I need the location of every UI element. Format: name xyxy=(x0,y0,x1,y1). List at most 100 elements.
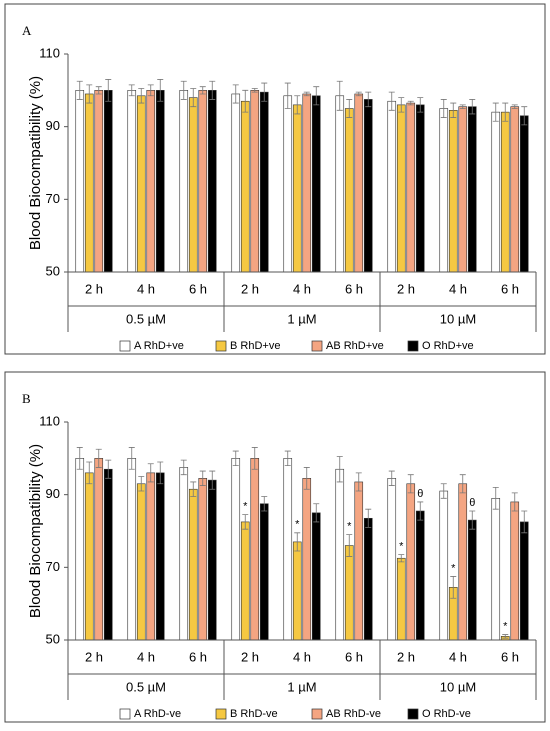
x-tick-label: 2 h xyxy=(85,649,103,664)
x-tick-label: 2 h xyxy=(85,281,103,296)
bar xyxy=(519,115,529,273)
bar xyxy=(103,468,113,641)
error-bar xyxy=(407,474,414,494)
bar xyxy=(207,90,217,273)
bar xyxy=(467,519,477,641)
bar xyxy=(259,503,269,641)
error-bar xyxy=(450,576,457,599)
error-bar xyxy=(346,534,353,557)
error-bar xyxy=(232,84,239,104)
bar xyxy=(84,93,94,273)
error-bar xyxy=(417,97,424,113)
bar xyxy=(500,111,510,273)
error-bar xyxy=(86,461,93,485)
x-tick-label: 2 h xyxy=(241,281,259,296)
bar xyxy=(103,90,113,273)
bar xyxy=(491,111,501,273)
error-bar xyxy=(261,496,268,512)
legend-swatch xyxy=(215,708,227,720)
bar xyxy=(179,467,189,641)
legend-swatch xyxy=(119,340,131,352)
bar xyxy=(519,521,529,641)
error-bar xyxy=(336,80,343,111)
bar xyxy=(146,472,156,641)
error-bar xyxy=(95,86,102,95)
significance-mark: θ xyxy=(469,497,475,509)
error-bar xyxy=(284,82,291,109)
bar xyxy=(363,99,373,273)
bar xyxy=(259,91,269,273)
x-tick-label: 2 h xyxy=(241,649,259,664)
bar xyxy=(311,512,321,641)
significance-mark: * xyxy=(503,620,508,632)
x-tick-label: 4 h xyxy=(449,649,467,664)
error-bar xyxy=(511,104,518,109)
error-bar xyxy=(209,470,216,490)
legend-swatch xyxy=(119,708,131,720)
y-axis-label: Blood Biocompatibility (%) xyxy=(27,444,44,618)
legend-label: A RhD+ve xyxy=(134,340,184,352)
error-bar xyxy=(511,492,518,512)
bar xyxy=(188,97,198,273)
error-bar xyxy=(138,88,145,104)
significance-mark: θ xyxy=(417,488,423,500)
group-label: 10 µM xyxy=(440,679,476,694)
bar xyxy=(127,90,137,273)
legend-swatch xyxy=(215,340,227,352)
error-bar xyxy=(365,508,372,528)
bar xyxy=(406,483,416,641)
x-tick-label: 6 h xyxy=(345,649,363,664)
bar xyxy=(396,557,406,641)
error-bar xyxy=(284,450,291,466)
y-tick-label: 110 xyxy=(39,413,60,428)
error-bar xyxy=(251,447,258,470)
error-bar xyxy=(303,467,310,490)
bar xyxy=(75,90,85,273)
y-tick-label: 90 xyxy=(46,118,60,133)
x-tick-label: 6 h xyxy=(189,649,207,664)
significance-mark: * xyxy=(243,501,248,513)
bar xyxy=(240,521,250,641)
error-bar xyxy=(76,80,83,100)
legend-label: AB RhD+ve xyxy=(326,340,384,352)
error-bar xyxy=(157,79,164,102)
error-bar xyxy=(313,503,320,523)
bar xyxy=(127,458,137,641)
bar xyxy=(283,458,293,641)
bar xyxy=(406,102,416,273)
bar xyxy=(396,104,406,273)
bar xyxy=(335,468,345,641)
x-tick-label: 4 h xyxy=(137,649,155,664)
x-tick-label: 4 h xyxy=(293,281,311,296)
error-bar xyxy=(190,88,197,108)
x-tick-label: 4 h xyxy=(449,281,467,296)
bar xyxy=(387,100,397,273)
error-bar xyxy=(251,88,258,93)
significance-mark: * xyxy=(451,562,456,574)
bar xyxy=(344,108,354,273)
bar xyxy=(458,106,468,273)
bar xyxy=(415,510,425,641)
error-bar xyxy=(180,459,187,476)
bar xyxy=(240,100,250,273)
error-bar xyxy=(105,459,112,479)
error-bar xyxy=(303,91,310,97)
error-bar xyxy=(502,634,509,639)
error-bar xyxy=(157,461,164,485)
bar xyxy=(94,90,104,273)
bar xyxy=(448,110,458,273)
error-bar xyxy=(459,104,466,109)
y-tick-label: 50 xyxy=(46,263,60,278)
significance-mark: * xyxy=(399,541,404,553)
bar xyxy=(335,95,345,273)
error-bar xyxy=(398,554,405,563)
bar xyxy=(292,541,302,641)
error-bar xyxy=(242,89,249,113)
x-tick-label: 2 h xyxy=(397,281,415,296)
bar xyxy=(510,106,520,273)
bar xyxy=(231,93,241,273)
bar xyxy=(198,478,208,641)
x-tick-label: 2 h xyxy=(397,649,415,664)
bar xyxy=(354,93,364,273)
